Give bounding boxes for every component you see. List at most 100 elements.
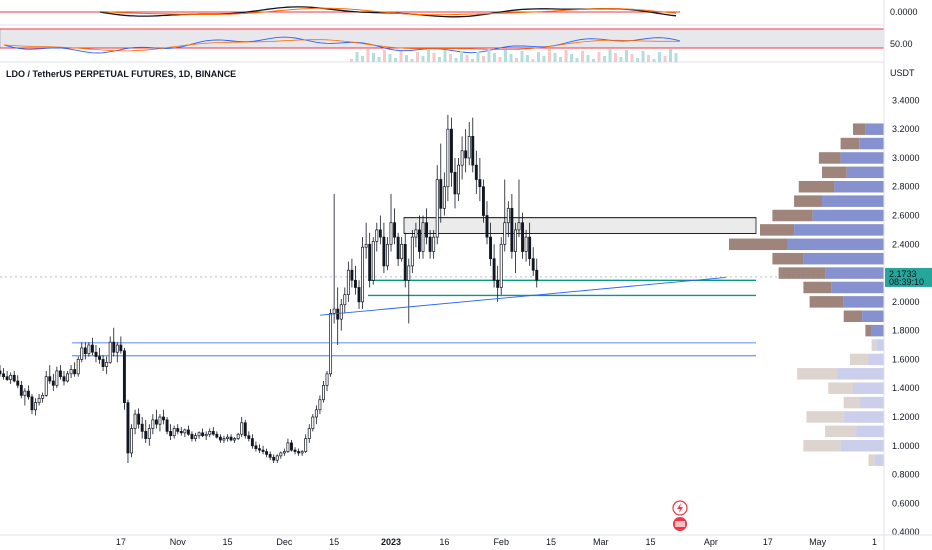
candle-body [336,308,340,320]
candle-body [183,429,187,434]
volume-bar [581,51,584,62]
candle-body [407,265,411,281]
volume-bar [619,57,623,62]
profile-buy-bar [843,296,884,308]
profile-buy-bar [876,339,884,351]
volume-bar [399,51,403,62]
momentum-indicator-pane: 0.0000 [0,0,918,26]
profile-buy-bar [822,195,884,207]
profile-sell-bar [849,353,869,366]
profile-sell-bar [843,396,860,409]
volume-bar [377,57,381,62]
candle-body [162,416,165,421]
time-tick-label: Dec [276,537,293,547]
volume-bar [542,56,546,62]
volume-profile [729,123,884,466]
candle-body [215,433,219,438]
candle-body [76,359,80,375]
volume-bar [658,52,661,62]
candle-body [101,359,105,367]
time-tick-label: Apr [704,537,718,547]
trendline [319,276,726,316]
candle-body [357,287,361,303]
candle-body [435,179,439,238]
volume-bar [427,49,430,62]
volume-bar [641,51,645,62]
candle-body [69,369,73,375]
candle-body [236,433,240,439]
candle-body [55,370,59,386]
candle-body [240,422,244,435]
candle-body [499,243,503,288]
profile-sell-bar [803,440,841,452]
candle-body [80,347,84,360]
candle-body [154,419,158,425]
candle-body [165,419,169,432]
volume-bar [531,59,535,62]
profile-sell-bar [843,310,863,323]
volume-bar [454,58,458,62]
time-tick-label: Feb [493,537,509,547]
price-tick-label: 2.4000 [892,239,920,249]
volume-bar [553,53,557,62]
candle-body [48,376,52,382]
candle-body [453,171,457,195]
price-tick-label: 0.8000 [892,470,920,480]
candle-body [343,294,347,306]
candle-body [506,207,510,224]
volume-bar [471,59,474,62]
volume-bar [504,50,507,62]
candle-body [318,399,322,411]
rsi-ma-line [3,39,680,52]
volume-bar [608,49,612,62]
profile-buy-bar [803,252,884,265]
price-tick-label: 1.8000 [892,326,920,336]
candle-body [137,413,141,425]
candle-body [34,402,37,411]
candle-body [428,236,432,252]
price-tick-label: 0.6000 [892,498,920,508]
candle-body [517,222,521,231]
profile-sell-bar [794,195,822,207]
price-tag [885,267,932,287]
candle-body [432,236,436,252]
profile-buy-bar [862,310,884,323]
price-tick-label: 1.4000 [892,383,920,393]
candle-body [464,150,468,159]
candles [0,114,539,464]
price-tick-label: 1.6000 [892,354,920,364]
signal-line [99,7,677,16]
profile-buy-bar [853,382,884,394]
candle-body [457,164,461,195]
profile-sell-bar [806,411,844,423]
candle-body [19,384,23,396]
resistance-zone [403,217,757,234]
chart-title: LDO / TetherUS PERPETUAL FUTURES, 1D, BI… [6,69,236,79]
volume-bar [405,55,408,62]
profile-buy-bar [837,368,884,380]
profile-buy-bar [840,440,884,452]
candle-body [474,164,478,180]
candle-body [98,356,101,360]
volume-bar [564,50,568,62]
candle-body [105,361,109,367]
candle-body [272,456,276,461]
candle-body [489,236,492,260]
volume-bar [652,59,656,62]
candle-body [510,207,514,252]
candle-body [460,150,464,166]
candle-body [208,431,212,435]
candle-body [393,222,397,238]
volume-bar [372,53,375,62]
volume-bar [487,49,491,62]
candle-body [414,229,418,238]
candle-body [332,308,336,314]
candle-body [375,229,379,242]
profile-sell-bar [760,224,795,236]
candle-body [258,448,261,451]
time-tick-label: 15 [222,537,232,547]
candle-body [265,451,269,455]
price-tick-label: 1.0000 [892,441,920,451]
volume-bar [515,58,518,62]
